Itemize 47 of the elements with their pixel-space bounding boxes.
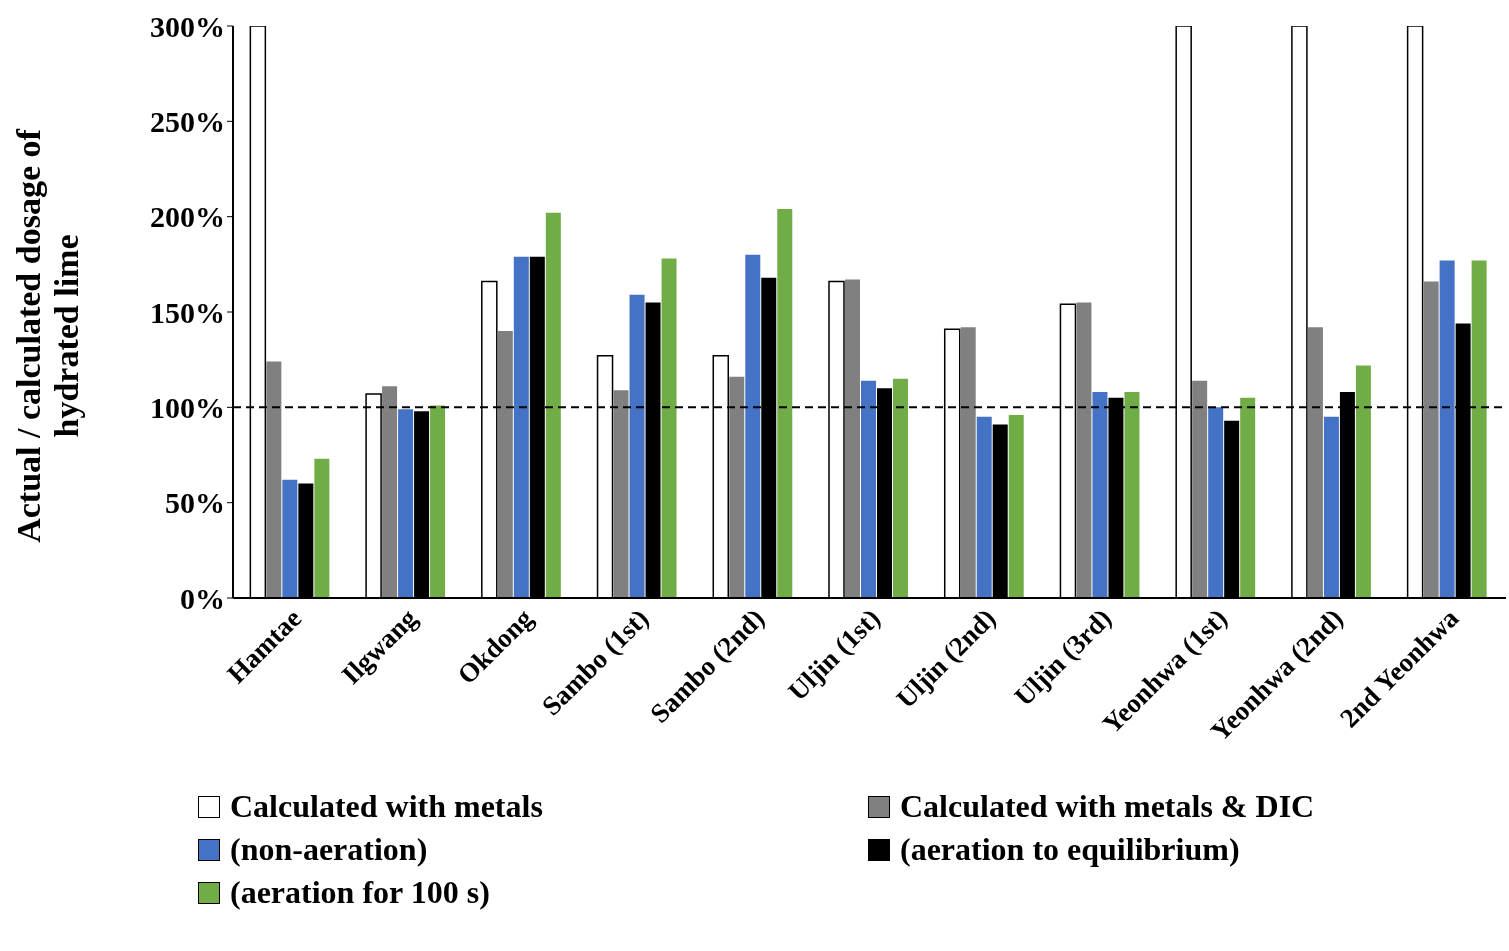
legend-label: Calculated with metals xyxy=(230,788,543,825)
bar xyxy=(861,380,876,598)
y-axis-title: Actual / calculated dosage of hydrated lime xyxy=(10,127,86,545)
bar xyxy=(1307,327,1323,598)
x-tick-label: Uljin (1st) xyxy=(782,603,886,707)
bar xyxy=(745,254,761,598)
bar xyxy=(1471,260,1487,598)
bar xyxy=(729,376,745,598)
bar xyxy=(777,209,793,598)
bar xyxy=(613,390,629,598)
y-tick-label: 150% xyxy=(150,295,225,329)
y-tick-label: 50% xyxy=(165,486,225,520)
bar xyxy=(1124,392,1140,598)
bar xyxy=(1240,397,1256,598)
legend-label: (aeration for 100 s) xyxy=(230,874,490,911)
bar xyxy=(513,256,529,598)
legend-label: (non-aeration) xyxy=(230,831,428,868)
bar xyxy=(398,409,414,598)
bar xyxy=(629,294,645,598)
y-tick-label: 100% xyxy=(150,390,225,424)
bar xyxy=(1008,414,1024,598)
bar xyxy=(1355,365,1371,598)
bar xyxy=(1192,380,1208,598)
bar xyxy=(545,212,561,598)
bar xyxy=(1423,281,1439,598)
y-tick-label: 250% xyxy=(150,104,225,138)
bar xyxy=(430,405,446,598)
bar xyxy=(282,479,298,598)
bar xyxy=(845,279,860,598)
bar xyxy=(893,378,908,598)
bar xyxy=(1208,407,1224,598)
legend-label: Calculated with metals & DIC xyxy=(900,788,1315,825)
bar xyxy=(1076,302,1092,598)
bar xyxy=(497,331,513,598)
bar xyxy=(314,458,330,598)
bar xyxy=(976,416,992,598)
bar xyxy=(266,361,282,598)
bar xyxy=(382,386,398,598)
legend-label: (aeration to equilibrium) xyxy=(900,831,1240,868)
bar xyxy=(661,258,677,598)
bar xyxy=(960,327,976,598)
y-tick-label: 200% xyxy=(150,200,225,234)
bar xyxy=(1439,260,1455,598)
bar xyxy=(1323,416,1339,598)
y-tick-label: 0% xyxy=(180,581,225,615)
y-tick-label: 300% xyxy=(150,9,225,43)
bar xyxy=(1092,392,1108,598)
